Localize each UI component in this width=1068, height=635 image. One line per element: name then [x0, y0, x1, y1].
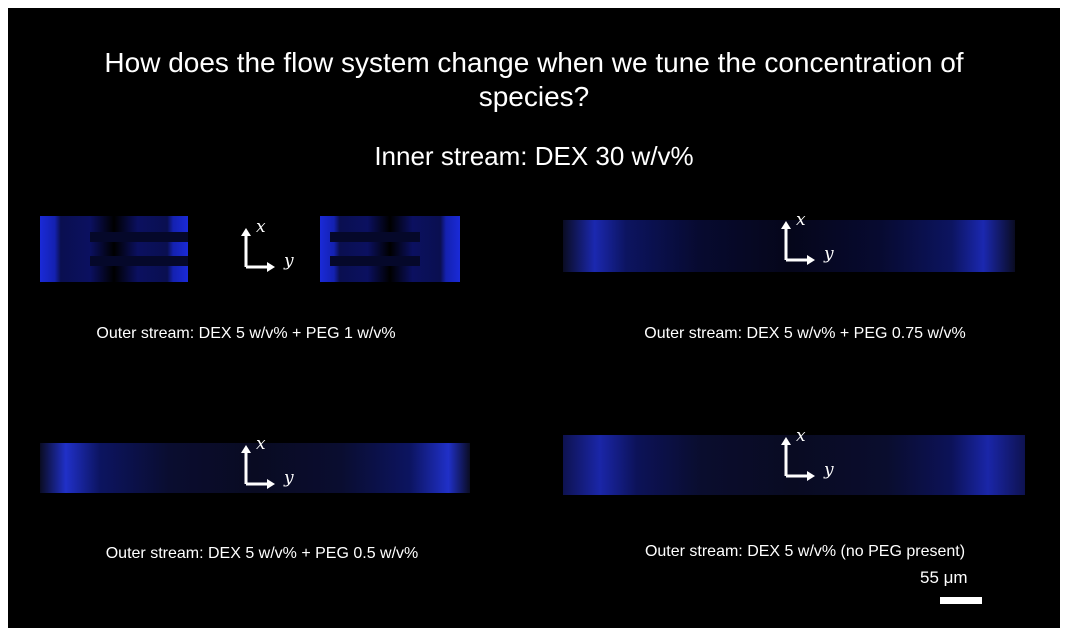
- axis-label: x: [256, 217, 266, 237]
- axis-label: y: [824, 460, 834, 480]
- axis-label: y: [824, 244, 834, 264]
- axis-label: x: [796, 426, 806, 446]
- axis-label: x: [796, 210, 806, 230]
- panel-caption: Outer stream: DEX 5 w/v% (no PEG present…: [644, 543, 966, 560]
- slide: How does the flow system change when we …: [8, 8, 1060, 628]
- axis-arrows: [241, 228, 275, 272]
- scale-bar-label: 55 μm: [920, 568, 968, 587]
- scale-bar: [940, 597, 982, 604]
- panel-caption: Outer stream: DEX 5 w/v% + PEG 1 w/v%: [96, 325, 396, 342]
- subtitle: Inner stream: DEX 30 w/v%: [374, 141, 694, 171]
- axis-label: x: [256, 434, 266, 454]
- panel-caption: Outer stream: DEX 5 w/v% + PEG 0.5 w/v%: [105, 545, 419, 562]
- flow-image: [40, 216, 460, 282]
- flow-image: [563, 435, 1025, 495]
- axis-label: y: [284, 468, 294, 488]
- panel-caption: Outer stream: DEX 5 w/v% + PEG 0.75 w/v%: [644, 325, 966, 342]
- axis-arrows: [781, 437, 815, 481]
- axis-arrows: [781, 221, 815, 265]
- axis-arrows: [241, 445, 275, 489]
- axis-label: y: [284, 251, 294, 271]
- title: How does the flow system change when we …: [104, 47, 964, 112]
